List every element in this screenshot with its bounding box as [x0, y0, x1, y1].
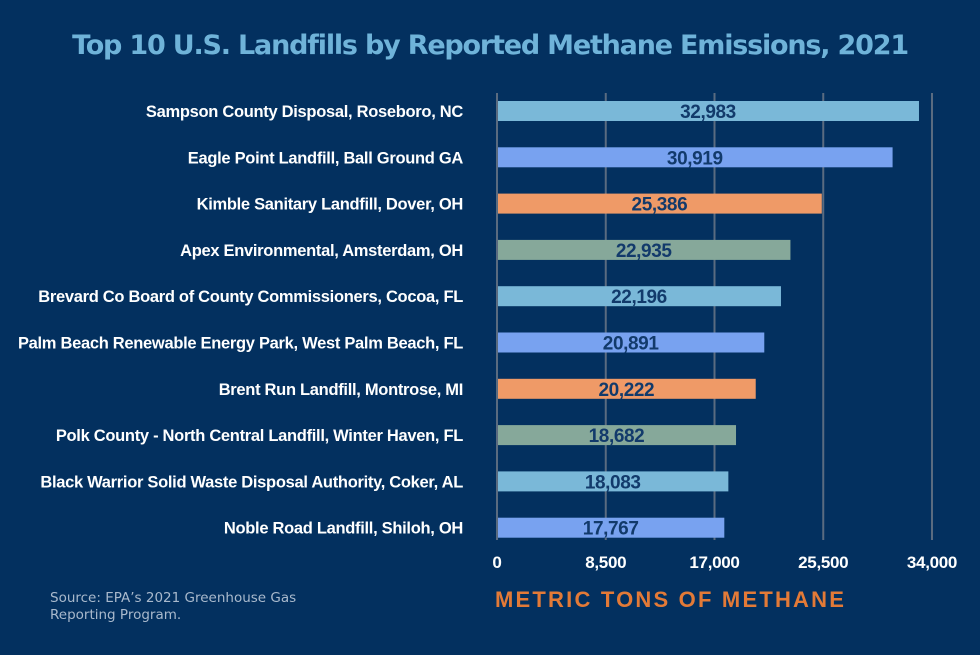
category-label: Brevard Co Board of County Commissioners… [38, 288, 463, 306]
data-label: 20,222 [599, 380, 655, 401]
bar [498, 101, 919, 121]
bar [498, 425, 737, 446]
bar [498, 332, 765, 353]
data-label: 22,935 [616, 241, 673, 262]
x-tick-labels: 0 8,500 17,000 25,500 34,000 [492, 553, 957, 572]
category-label: Apex Environmental, Amsterdam, OH [180, 242, 463, 260]
data-label: 25,386 [632, 195, 688, 216]
bar [498, 471, 729, 492]
bar [498, 378, 756, 399]
x-tick-label: 17,000 [689, 553, 739, 572]
data-label: 18,083 [585, 472, 641, 493]
x-tick-label: 8,500 [585, 553, 626, 572]
data-label: 30,919 [667, 148, 723, 169]
bar-chart: Sampson County Disposal, Roseboro, NC Eag… [18, 93, 957, 572]
bars [498, 101, 919, 538]
data-label: 22,196 [611, 287, 667, 308]
x-tick-label: 34,000 [907, 553, 957, 572]
bar [498, 286, 781, 307]
chart-title: Top 10 U.S. Landfills by Reported Methan… [72, 30, 909, 61]
source-note: Source: EPA’s 2021 Greenhouse Gas Report… [50, 590, 297, 623]
category-labels: Sampson County Disposal, Roseboro, NC Eag… [18, 103, 464, 538]
bar [498, 239, 791, 260]
bar [498, 193, 822, 214]
data-label: 18,682 [589, 426, 645, 447]
x-tick-label: 0 [492, 553, 501, 572]
bar [498, 517, 725, 538]
gridlines [496, 93, 933, 540]
category-label: Palm Beach Renewable Energy Park, West P… [18, 335, 463, 353]
category-label: Eagle Point Landfill, Ball Ground GA [188, 149, 464, 167]
data-label: 17,767 [583, 519, 639, 540]
category-label: Kimble Sanitary Landfill, Dover, OH [197, 196, 463, 214]
category-label: Polk County - North Central Landfill, Wi… [56, 427, 463, 445]
category-label: Noble Road Landfill, Shiloh, OH [224, 520, 463, 538]
bar [498, 147, 893, 168]
category-label: Brent Run Landfill, Montrose, MI [219, 381, 463, 399]
x-tick-label: 25,500 [798, 553, 848, 572]
data-label: 20,891 [603, 334, 660, 355]
data-label: 32,983 [680, 102, 736, 123]
x-axis-label: METRIC TONS OF METHANE [495, 587, 847, 612]
category-label: Black Warrior Solid Waste Disposal Autho… [40, 473, 463, 491]
category-label: Sampson County Disposal, Roseboro, NC [146, 103, 463, 121]
value-labels: 32,983 30,919 25,386 22,935 22,196 20,891 20,2… [583, 102, 736, 540]
